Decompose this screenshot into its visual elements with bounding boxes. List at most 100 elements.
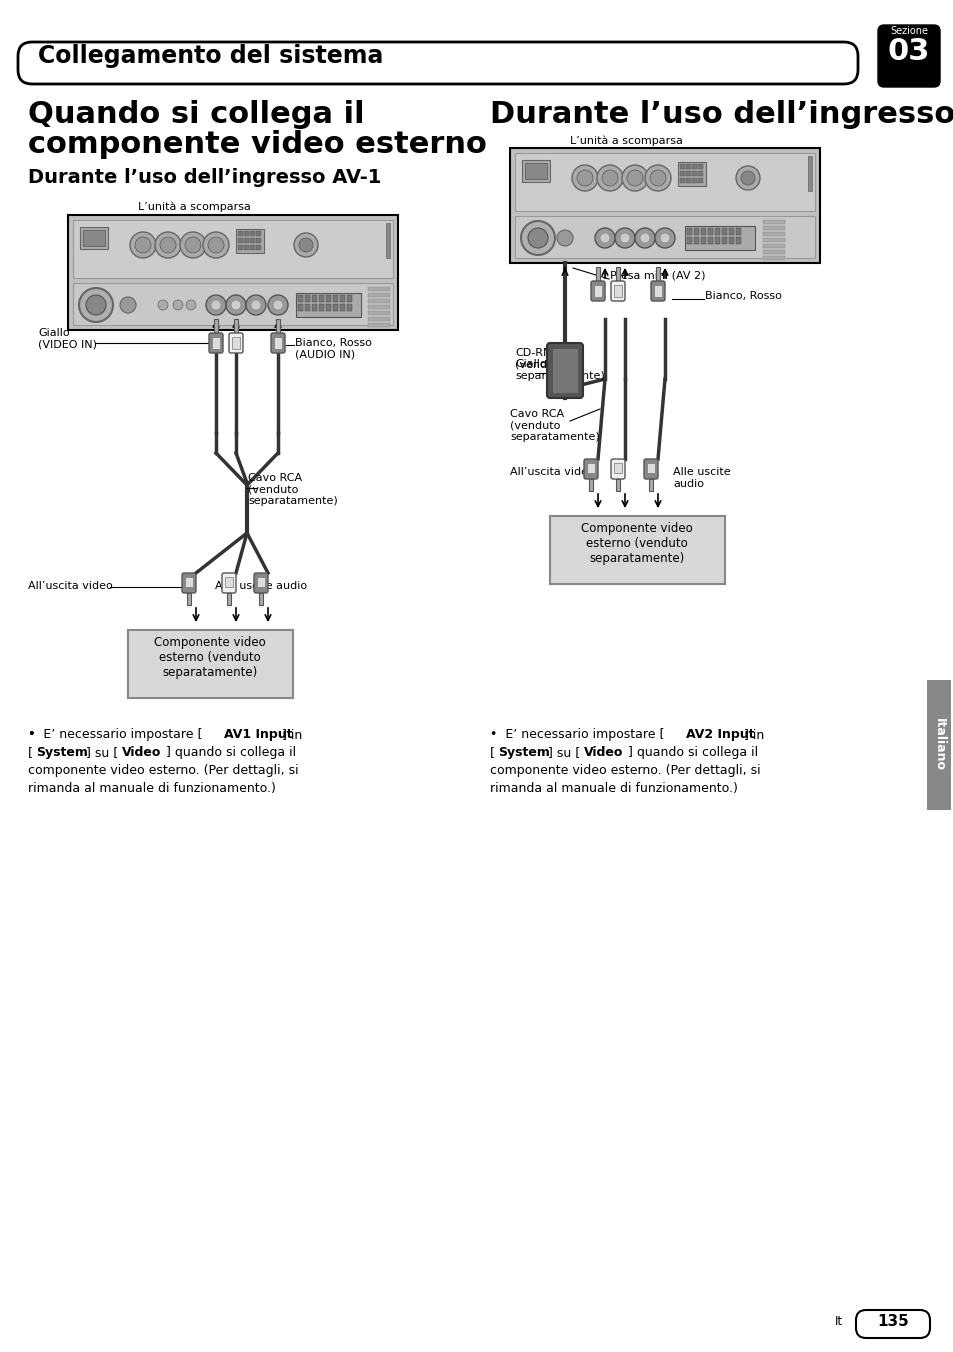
Bar (187, 594, 191, 604)
Circle shape (649, 170, 665, 187)
Bar (762, 243, 784, 247)
Text: Alle uscite audio: Alle uscite audio (214, 581, 307, 591)
Text: ] in: ] in (743, 727, 763, 741)
FancyBboxPatch shape (546, 343, 582, 397)
Text: CD-RM10
(venduto
separatamente): CD-RM10 (venduto separatamente) (515, 347, 604, 381)
Circle shape (740, 170, 754, 185)
FancyBboxPatch shape (253, 573, 268, 594)
Bar (586, 462, 595, 473)
Bar (255, 245, 261, 250)
Circle shape (298, 238, 313, 251)
Text: [: [ (28, 746, 33, 758)
Circle shape (231, 300, 241, 310)
Circle shape (639, 233, 649, 243)
Bar (616, 479, 619, 491)
Bar (68, 215, 397, 330)
Bar (685, 178, 690, 183)
Bar (691, 164, 697, 169)
Bar (297, 295, 303, 301)
Bar (305, 304, 310, 311)
Circle shape (621, 165, 647, 191)
Bar (693, 228, 699, 235)
Bar (926, 680, 950, 810)
Bar (305, 295, 310, 301)
Text: All’uscita video: All’uscita video (28, 581, 112, 591)
Bar (255, 231, 261, 237)
Text: AV2 Input: AV2 Input (685, 727, 754, 741)
Text: ] in: ] in (282, 727, 302, 741)
Bar (295, 293, 360, 316)
Bar (368, 293, 390, 297)
Bar (326, 295, 331, 301)
Bar (614, 462, 621, 473)
Bar (237, 238, 243, 243)
Circle shape (644, 165, 670, 191)
Circle shape (79, 288, 112, 322)
Bar (735, 228, 740, 235)
FancyBboxPatch shape (877, 24, 939, 87)
Bar (762, 256, 784, 260)
Bar (232, 337, 240, 349)
FancyBboxPatch shape (855, 1310, 929, 1338)
Bar (728, 237, 733, 243)
Text: ] su [: ] su [ (86, 746, 118, 758)
Bar (244, 245, 249, 250)
Circle shape (615, 228, 635, 247)
Bar (684, 226, 754, 250)
Text: •  E’ necessario impostare [: • E’ necessario impostare [ (490, 727, 664, 741)
Circle shape (120, 297, 136, 314)
Text: L’unità a scomparsa: L’unità a scomparsa (138, 201, 251, 212)
Text: Cavo RCA
(venduto
separatamente): Cavo RCA (venduto separatamente) (248, 473, 337, 506)
Bar (213, 319, 218, 333)
Text: System: System (36, 746, 88, 758)
Bar (312, 304, 316, 311)
Text: AV1 Input: AV1 Input (224, 727, 293, 741)
Bar (368, 316, 390, 320)
Bar (762, 220, 784, 224)
Bar (73, 220, 393, 279)
Bar (386, 223, 390, 258)
Bar (552, 347, 578, 393)
Bar (233, 319, 237, 333)
Bar (594, 285, 601, 297)
Bar (128, 630, 293, 698)
Bar (679, 178, 684, 183)
Bar (550, 516, 724, 584)
Bar (691, 170, 697, 176)
Text: Cavo RCA
(venduto
separatamente): Cavo RCA (venduto separatamente) (510, 410, 599, 442)
Bar (212, 337, 220, 349)
Bar (685, 164, 690, 169)
Text: It: It (834, 1315, 842, 1328)
Bar (762, 238, 784, 242)
Text: Bianco, Rosso: Bianco, Rosso (704, 291, 781, 301)
Bar (686, 228, 691, 235)
Circle shape (246, 295, 266, 315)
Text: componente video esterno. (Per dettagli, si: componente video esterno. (Per dettagli,… (28, 764, 298, 777)
Bar (326, 304, 331, 311)
FancyBboxPatch shape (271, 333, 285, 353)
Bar (256, 577, 265, 587)
FancyBboxPatch shape (610, 458, 624, 479)
Bar (614, 285, 621, 297)
Circle shape (206, 295, 226, 315)
Circle shape (130, 233, 156, 258)
Bar (244, 238, 249, 243)
Bar (686, 237, 691, 243)
Text: 135: 135 (876, 1314, 908, 1329)
Circle shape (557, 230, 573, 246)
Bar (368, 306, 390, 310)
Bar (237, 231, 243, 237)
Circle shape (268, 295, 288, 315)
FancyBboxPatch shape (182, 573, 195, 594)
Text: All’uscita video: All’uscita video (510, 466, 594, 477)
Bar (368, 323, 390, 327)
Text: Componente video
esterno (venduto
separatamente): Componente video esterno (venduto separa… (580, 522, 692, 565)
Circle shape (735, 166, 760, 191)
Circle shape (520, 220, 555, 256)
Bar (721, 237, 726, 243)
Circle shape (186, 300, 195, 310)
Bar (698, 170, 702, 176)
Bar (679, 170, 684, 176)
Text: rimanda al manuale di funzionamento.): rimanda al manuale di funzionamento.) (28, 781, 275, 795)
Bar (347, 304, 352, 311)
